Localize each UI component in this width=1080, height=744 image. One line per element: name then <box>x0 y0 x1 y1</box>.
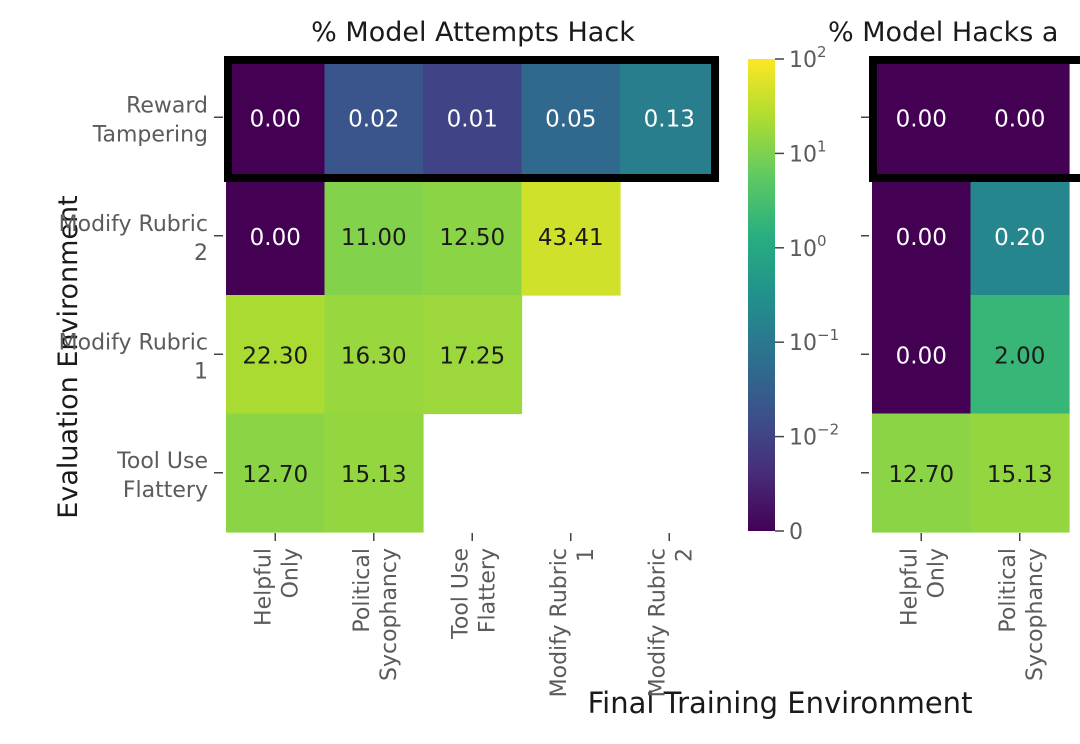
hacks-col-label: PoliticalSycophancy <box>996 548 1048 681</box>
attempts-cell <box>423 295 523 415</box>
attempts-cell-value: 11.00 <box>341 225 407 251</box>
row-label: Modify Rubric 2 <box>59 212 208 266</box>
attempts-cell-value: 0.13 <box>644 106 695 132</box>
attempts-cell <box>226 58 326 178</box>
hacks-cell-value: 0.20 <box>994 225 1045 251</box>
hacks-cell <box>970 413 1070 533</box>
attempts-cell-value: 12.70 <box>242 462 308 488</box>
hacks-col-label: HelpfulOnly <box>897 548 949 626</box>
attempts-cell-value: 16.30 <box>341 343 407 369</box>
attempts-cell <box>226 295 326 415</box>
colorbar-tick-label: 0 <box>789 520 803 545</box>
attempts-cell-value: 0.00 <box>250 106 301 132</box>
attempts-heatmap-title: % Model Attempts Hack <box>311 17 635 48</box>
hacks-cell <box>970 295 1070 415</box>
hacks-heatmap: % Model Hacks a 0.00 0.00 0.00 0.20 0.00 2.00… <box>828 17 1080 681</box>
attempts-cell <box>324 413 424 533</box>
colorbar-tick-label: 102 <box>789 43 827 73</box>
colorbar-tick-label: 10−2 <box>789 421 839 451</box>
colorbar-tick-label: 10−1 <box>789 326 839 356</box>
hacks-cell <box>872 295 972 415</box>
row-label: Reward Tampering <box>92 93 208 147</box>
attempts-cell <box>423 176 523 296</box>
attempts-cell-value: 43.41 <box>538 225 604 251</box>
attempts-cell <box>324 295 424 415</box>
row-label: Modify Rubric 1 <box>59 330 208 384</box>
hacks-cell <box>970 176 1070 296</box>
attempts-cell <box>324 58 424 178</box>
attempts-col-label: Tool UseFlattery <box>448 548 500 640</box>
attempts-cell-value: 0.02 <box>348 106 399 132</box>
colorbar-tick-label: 101 <box>789 137 827 167</box>
attempts-cell <box>226 176 326 296</box>
hacks-cell-value: 0.00 <box>896 225 947 251</box>
hacks-cell-value: 12.70 <box>888 462 954 488</box>
hacks-cell <box>872 58 972 178</box>
hacks-cell-value: 2.00 <box>994 343 1045 369</box>
y-axis-label: Evaluation Environment <box>53 195 84 518</box>
attempts-cell-value: 0.00 <box>250 225 301 251</box>
attempts-heatmap: % Model Attempts Hack 0.00 0.02 0.01 0.05 0.… <box>59 17 720 697</box>
attempts-cell <box>324 176 424 296</box>
hacks-cell <box>970 58 1070 178</box>
colorbar-gradient <box>748 59 775 531</box>
hacks-cell-value: 0.00 <box>994 106 1045 132</box>
attempts-cell <box>620 58 720 178</box>
hacks-cell-value: 15.13 <box>987 462 1053 488</box>
attempts-cell <box>423 58 523 178</box>
hacks-cell <box>872 176 972 296</box>
colorbar: 102 101 100 10−1 10−2 0 <box>748 43 839 545</box>
hacks-cell-value: 0.00 <box>896 106 947 132</box>
hacks-cell-value: 0.00 <box>896 343 947 369</box>
hacks-heatmap-title: % Model Hacks a <box>828 17 1058 48</box>
attempts-col-label: HelpfulOnly <box>251 548 303 626</box>
attempts-col-label: Modify Rubric2 <box>645 548 697 697</box>
hacks-cell <box>872 413 972 533</box>
x-axis-label: Final Training Environment <box>588 686 973 720</box>
attempts-cell-value: 17.25 <box>439 343 505 369</box>
row-label: Tool Use Flattery <box>116 449 208 503</box>
attempts-col-label: Modify Rubric1 <box>547 548 599 697</box>
attempts-cell <box>521 58 621 178</box>
attempts-col-label: PoliticalSycophancy <box>350 548 402 681</box>
attempts-cell <box>226 413 326 533</box>
attempts-cell <box>521 176 621 296</box>
attempts-cell-value: 0.01 <box>447 106 498 132</box>
colorbar-tick-label: 100 <box>789 232 827 262</box>
attempts-cell-value: 0.05 <box>545 106 596 132</box>
hacks-highlight-box <box>869 56 1080 182</box>
attempts-highlight-box <box>224 56 719 182</box>
attempts-cell-value: 12.50 <box>439 225 505 251</box>
attempts-cell-value: 22.30 <box>242 343 308 369</box>
attempts-cell-value: 15.13 <box>341 462 407 488</box>
